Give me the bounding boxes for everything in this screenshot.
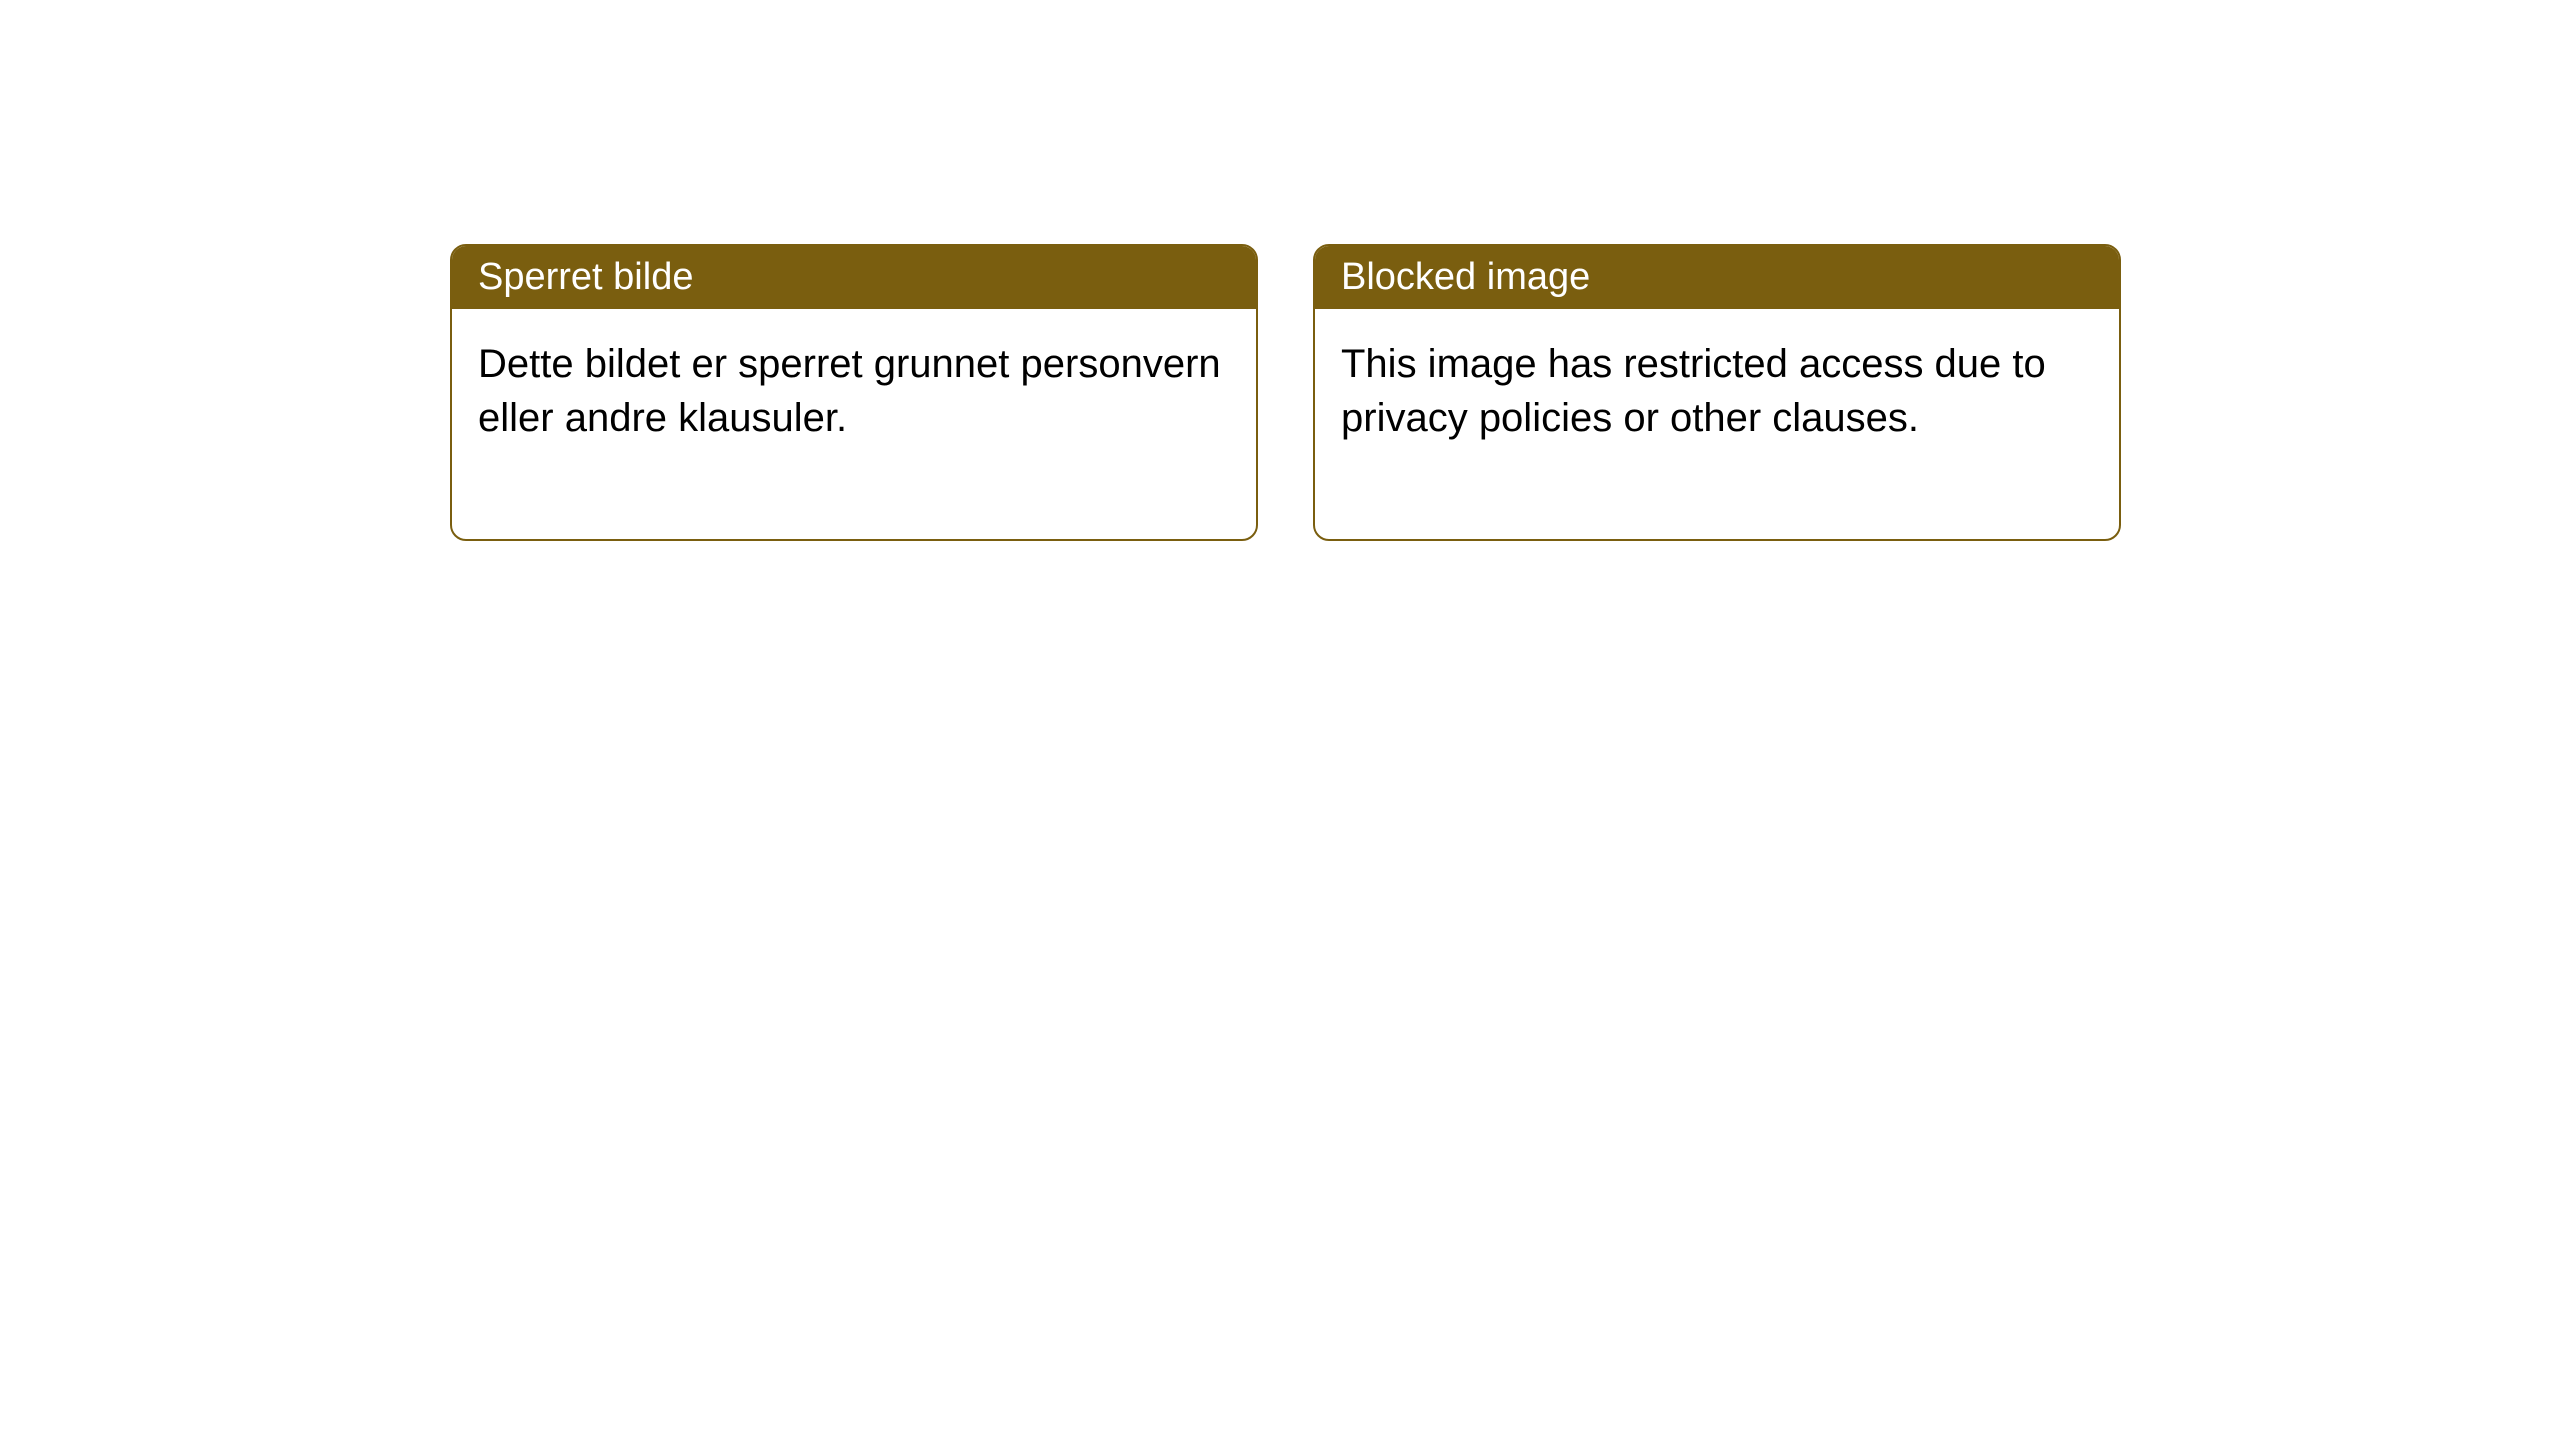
notice-card-english: Blocked image This image has restricted …	[1313, 244, 2121, 541]
notice-body-english: This image has restricted access due to …	[1315, 309, 2119, 539]
notice-card-norwegian: Sperret bilde Dette bildet er sperret gr…	[450, 244, 1258, 541]
notice-container: Sperret bilde Dette bildet er sperret gr…	[450, 244, 2121, 541]
notice-header-norwegian: Sperret bilde	[452, 246, 1256, 309]
notice-header-english: Blocked image	[1315, 246, 2119, 309]
notice-body-norwegian: Dette bildet er sperret grunnet personve…	[452, 309, 1256, 539]
